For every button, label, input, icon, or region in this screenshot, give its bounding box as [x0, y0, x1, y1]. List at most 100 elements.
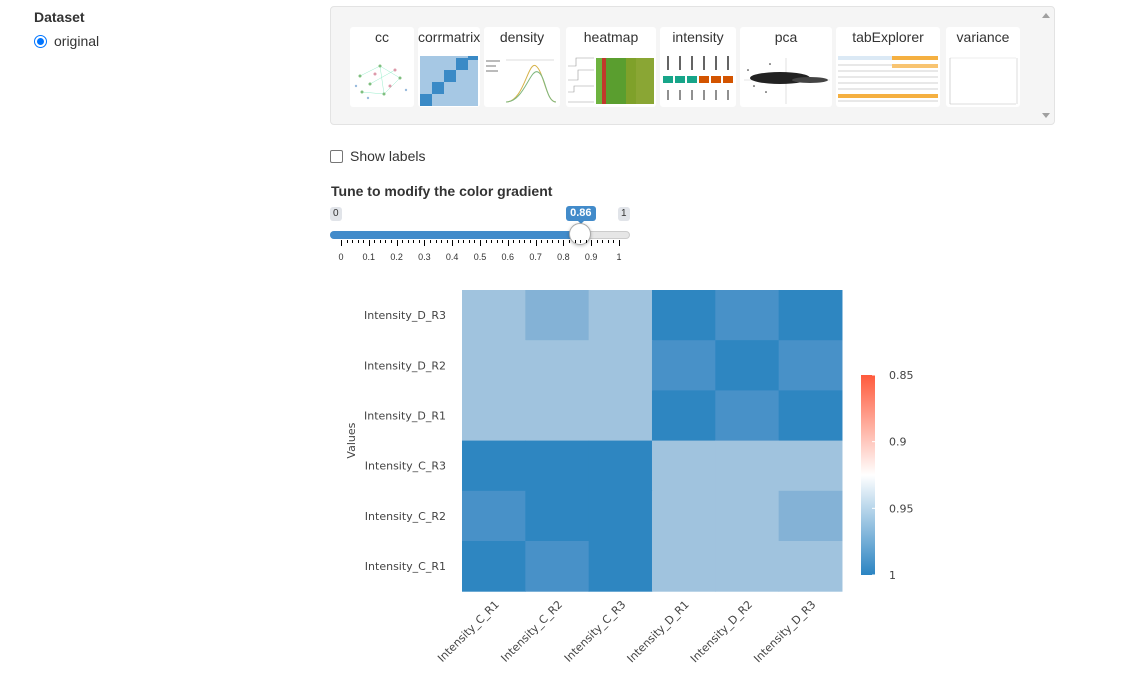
- slider-tick: [491, 240, 493, 243]
- heatmap-cell: [525, 340, 590, 391]
- slider-tick: [474, 240, 476, 243]
- slider-tick: [480, 240, 481, 246]
- heatmap-cell: [778, 340, 843, 391]
- slider-tick-label: 0.9: [584, 252, 598, 262]
- thumb-intensity[interactable]: intensity: [660, 27, 736, 107]
- x-tick-label: Intensity_C_R2: [499, 598, 566, 665]
- dataset-label: Dataset: [34, 9, 85, 25]
- thumb-density[interactable]: density: [484, 27, 560, 107]
- thumb-heatmap[interactable]: heatmap: [566, 27, 656, 107]
- heatmap-cell: [462, 340, 526, 391]
- slider-tick: [463, 240, 465, 243]
- slider-tick: [591, 240, 593, 246]
- dataset-option-label: original: [54, 33, 100, 49]
- heatmap-cell: [462, 440, 526, 492]
- radio-button[interactable]: [34, 34, 47, 48]
- thumb-corrmatrix[interactable]: corrmatrix: [418, 27, 480, 107]
- slider-tick: [385, 240, 387, 243]
- slider-tick-label: 0.6: [501, 252, 515, 262]
- slider-title: Tune to modify the color gradient: [331, 183, 553, 199]
- slider-tick: [502, 240, 504, 243]
- show-labels-label: Show labels: [350, 148, 426, 164]
- slider-tick: [596, 240, 598, 243]
- slider-tick: [524, 240, 526, 243]
- heatmap-cell: [715, 290, 780, 341]
- slider-tick: [613, 240, 615, 243]
- slider-tick: [368, 240, 370, 246]
- show-labels-checkbox[interactable]: [330, 149, 343, 163]
- show-labels-row[interactable]: Show labels: [330, 148, 426, 164]
- slider-tick: [552, 240, 554, 243]
- heatmap-icon: [568, 57, 654, 104]
- scroll-down-icon[interactable]: [1042, 113, 1050, 118]
- thumb-label: cc: [375, 29, 389, 45]
- x-tick-label: Intensity_C_R3: [562, 598, 629, 665]
- slider-tick-label: 1: [616, 252, 622, 262]
- heatmap-cell: [778, 390, 843, 442]
- slider-tick: [396, 240, 398, 246]
- y-axis-label: Values: [345, 422, 358, 458]
- x-tick-label: Intensity_D_R2: [688, 598, 755, 665]
- heatmap-cell: [462, 390, 526, 442]
- slider-tick: [346, 240, 348, 243]
- slider-tick: [513, 240, 515, 243]
- heatmap-cell: [651, 440, 716, 492]
- thumb-label: corrmatrix: [418, 29, 480, 45]
- y-tick-label: Intensity_C_R3: [365, 460, 446, 473]
- heatmap-cell: [525, 290, 590, 341]
- dataset-option-original[interactable]: original: [34, 33, 99, 49]
- heatmap-cell: [462, 490, 526, 542]
- thumb-pca[interactable]: pca: [740, 27, 832, 107]
- colorbar: [861, 375, 875, 575]
- slider-tick: [402, 240, 404, 243]
- thumb-label: intensity: [672, 29, 724, 45]
- color-gradient-slider[interactable]: 0 1 0.86 0 0.1 0.2 0.3 0.4 0.5 0.6 0.7 0.8 0.9 1: [330, 205, 632, 265]
- slider-tick: [557, 240, 559, 243]
- thumb-cc[interactable]: cc: [350, 27, 414, 107]
- colorbar-tick-label: 1: [889, 569, 896, 582]
- slider-tick: [619, 240, 620, 246]
- heatmap-cell: [525, 440, 590, 492]
- heatmap-cell: [651, 290, 716, 341]
- slider-tick: [568, 240, 570, 243]
- colorbar-tick-label: 0.9: [889, 436, 907, 449]
- heatmap-cell: [778, 440, 843, 492]
- heatmap-cell: [778, 541, 843, 592]
- table-explorer-icon: [838, 56, 938, 102]
- heatmap-cell: [715, 490, 780, 542]
- gallery-scrollbar[interactable]: [1038, 7, 1054, 124]
- slider-tick: [518, 240, 520, 243]
- x-tick-label: Intensity_C_R1: [435, 598, 502, 665]
- slider-tick: [379, 240, 381, 243]
- thumb-tabExplorer[interactable]: tabExplorer: [836, 27, 940, 107]
- heatmap-cell: [715, 541, 780, 592]
- heatmap-cell: [525, 490, 590, 542]
- thumb-label: tabExplorer: [852, 29, 924, 45]
- heatmap-cell: [778, 490, 843, 542]
- thumb-variance[interactable]: variance: [946, 27, 1020, 107]
- heatmap-cell: [588, 541, 653, 592]
- scroll-up-icon[interactable]: [1042, 13, 1050, 18]
- slider-tick-label: 0.5: [473, 252, 487, 262]
- slider-handle[interactable]: [569, 223, 592, 245]
- slider-tick: [507, 240, 509, 246]
- slider-value-label: 0.86: [566, 206, 596, 224]
- heatmap-cell: [588, 290, 653, 341]
- heatmap-cell: [462, 541, 526, 592]
- slider-tick-label: 0.1: [362, 252, 376, 262]
- slider-tick-label: 0.7: [529, 252, 542, 262]
- heatmap-cell: [715, 390, 780, 442]
- heatmap-cell: [588, 490, 653, 542]
- heatmap-cell: [588, 390, 653, 442]
- intensity-icon: [663, 56, 733, 100]
- slider-tick: [452, 240, 454, 246]
- x-tick-label: Intensity_D_R3: [751, 598, 818, 665]
- slider-tick: [424, 240, 426, 246]
- x-tick-label: Intensity_D_R1: [625, 598, 692, 665]
- slider-tick: [418, 240, 420, 243]
- slider-tick: [413, 240, 415, 243]
- slider-grid: 0 0.1 0.2 0.3 0.4 0.5 0.6 0.7 0.8 0.9 1: [330, 240, 632, 265]
- thumb-label: heatmap: [583, 29, 639, 45]
- colorbar-tick-label: 0.85: [889, 369, 914, 382]
- slider-tick: [441, 240, 443, 243]
